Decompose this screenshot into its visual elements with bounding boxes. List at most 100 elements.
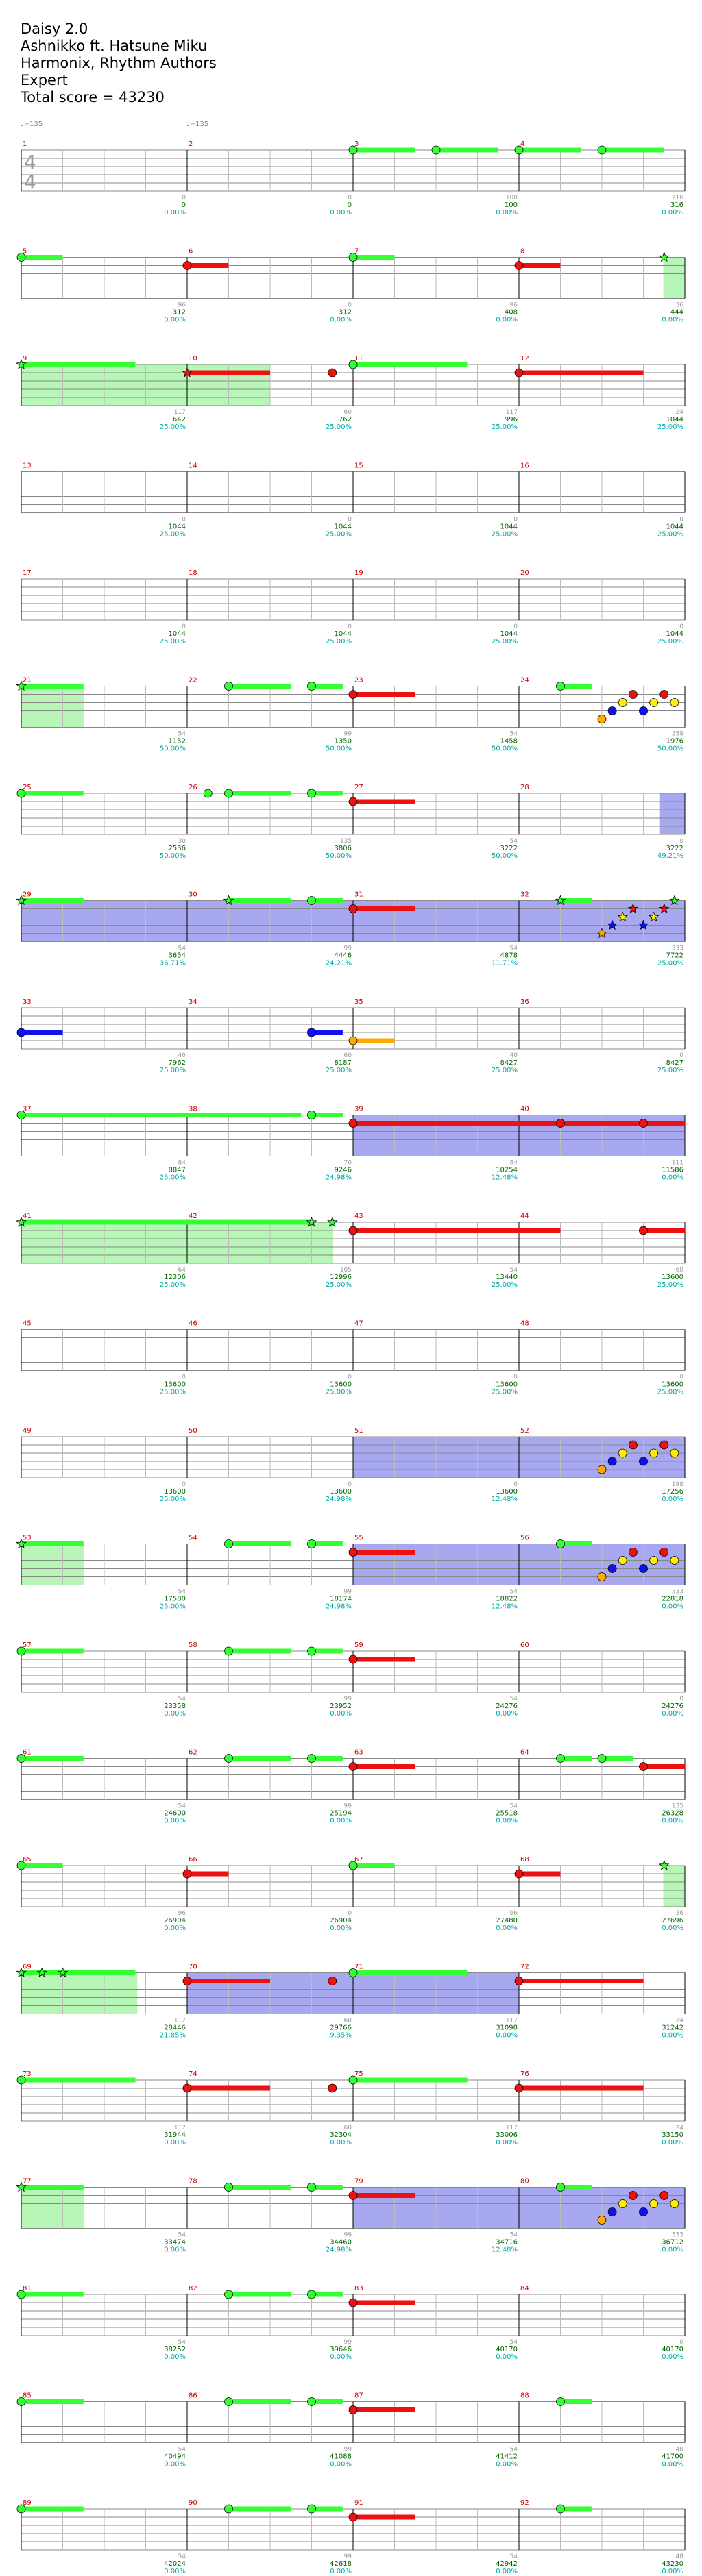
note-gem	[16, 2397, 26, 2406]
note-gem	[224, 1539, 233, 1548]
note-gem	[556, 1119, 565, 1128]
cumulative-score: 8427	[500, 1059, 518, 1067]
measure-number: 51	[354, 1427, 363, 1435]
measure-number: 22	[189, 677, 197, 684]
note-gem	[348, 1861, 358, 1870]
note-gem	[348, 2405, 358, 2414]
cumulative-score: 17256	[662, 1488, 683, 1496]
note-gem	[659, 690, 669, 699]
song-artist: Ashnikko ft. Hatsune Miku	[21, 38, 208, 54]
note-gem	[307, 1646, 316, 1656]
note-gem	[628, 690, 638, 699]
solo-section	[663, 257, 685, 299]
measure-score-delta: 105	[340, 1267, 352, 1274]
measure-score-delta: 54	[510, 945, 518, 952]
cumulative-score: 33006	[496, 2131, 518, 2139]
star-power-percent: 0.00%	[164, 2568, 186, 2575]
star-power-percent: 0.00%	[662, 2139, 683, 2146]
cumulative-score: 26328	[662, 1810, 683, 1818]
measure-score-delta: 99	[344, 2447, 352, 2453]
star-power-percent: 25.00%	[160, 1281, 186, 1289]
note-gem	[16, 1861, 26, 1870]
measure-number: 7	[354, 248, 359, 256]
note-gem	[639, 2207, 648, 2216]
cumulative-score: 38252	[164, 2346, 186, 2353]
star-power-percent: 0.00%	[662, 2032, 683, 2040]
measure-score-delta: 54	[510, 731, 518, 738]
measure-score-delta: 54	[178, 731, 186, 738]
measure-number: 28	[520, 784, 529, 791]
measure-number: 48	[520, 1320, 529, 1328]
star-power-percent: 9.35%	[330, 2032, 352, 2040]
measure-number: 83	[354, 2285, 363, 2292]
star-power-percent: 11.71%	[492, 960, 518, 967]
cumulative-score: 13600	[330, 1381, 352, 1389]
note-gem	[348, 253, 358, 262]
cumulative-score: 316	[670, 201, 683, 209]
measure-number: 12	[520, 355, 529, 362]
note-gem	[670, 1556, 679, 1565]
measure-number: 1	[23, 140, 27, 148]
star-note	[659, 1859, 670, 1870]
note-gem	[182, 261, 192, 270]
measure-score-delta: 333	[672, 2232, 683, 2239]
star-power-percent: 25.00%	[160, 638, 186, 645]
note-gem	[348, 904, 358, 913]
note-gem	[348, 2298, 358, 2307]
measure-score-delta: 54	[178, 2232, 186, 2239]
measure-number: 19	[354, 569, 363, 577]
star-note	[16, 1538, 27, 1549]
measure-score-delta: 24	[676, 2018, 684, 2024]
note-gem	[182, 1869, 192, 1879]
measure-score-delta: 54	[510, 1589, 518, 1596]
measure-score-delta: 0	[513, 1481, 518, 1488]
cumulative-score: 25518	[496, 1810, 518, 1818]
cumulative-score: 3806	[335, 845, 352, 852]
measure-number: 92	[520, 2499, 529, 2507]
star-power-percent: 0.00%	[496, 317, 518, 324]
measure-score-delta: 54	[178, 2447, 186, 2453]
note-gem	[348, 2191, 358, 2200]
cumulative-score: 26904	[164, 1917, 186, 1924]
measure-number: 24	[520, 677, 529, 684]
cumulative-score: 0	[182, 201, 186, 209]
star-power-percent: 0.00%	[330, 2461, 352, 2468]
cumulative-score: 31944	[164, 2131, 186, 2139]
measure-number: 80	[520, 2178, 529, 2185]
note-gem	[670, 1448, 679, 1458]
star-power-percent: 0.00%	[330, 2568, 352, 2575]
cumulative-score: 9246	[335, 1167, 352, 1174]
measure-score-delta: 117	[506, 2125, 518, 2131]
note-gem	[224, 789, 233, 798]
star-power-percent: 25.00%	[160, 423, 186, 431]
star-power-percent: 25.00%	[492, 1067, 518, 1074]
measure-score-delta: 40	[178, 1052, 186, 1059]
measure-number: 90	[189, 2499, 197, 2507]
chart-header: Daisy 2.0 Ashnikko ft. Hatsune Miku Harm…	[21, 21, 217, 106]
cumulative-score: 42942	[496, 2560, 518, 2568]
note-gem	[224, 1754, 233, 1763]
note-gem	[307, 2290, 316, 2299]
star-power-percent: 25.00%	[326, 1067, 352, 1074]
note-gem	[607, 1564, 617, 1573]
note-gem	[224, 2183, 233, 2192]
star-power-percent: 25.00%	[160, 1496, 186, 1503]
cumulative-score: 100	[505, 201, 518, 209]
measure-number: 71	[354, 1964, 363, 1971]
star-note	[182, 367, 193, 377]
star-power-percent: 0.00%	[496, 1710, 518, 1718]
measure-number: 3	[354, 140, 359, 148]
measure-number: 15	[354, 462, 363, 470]
note-gem	[224, 2504, 233, 2514]
star-note	[306, 1216, 317, 1227]
measure-score-delta: 0	[679, 1052, 683, 1059]
star-power-percent: 25.00%	[657, 1281, 683, 1289]
measure-score-delta: 0	[513, 1374, 518, 1381]
measure-number: 58	[189, 1642, 197, 1649]
star-power-percent: 25.00%	[657, 531, 683, 538]
star-power-percent: 0.00%	[662, 1174, 683, 1182]
measure-number: 86	[189, 2392, 197, 2400]
cumulative-score: 41412	[496, 2453, 518, 2461]
note-gem	[224, 2290, 233, 2299]
note-gem	[659, 1440, 669, 1450]
